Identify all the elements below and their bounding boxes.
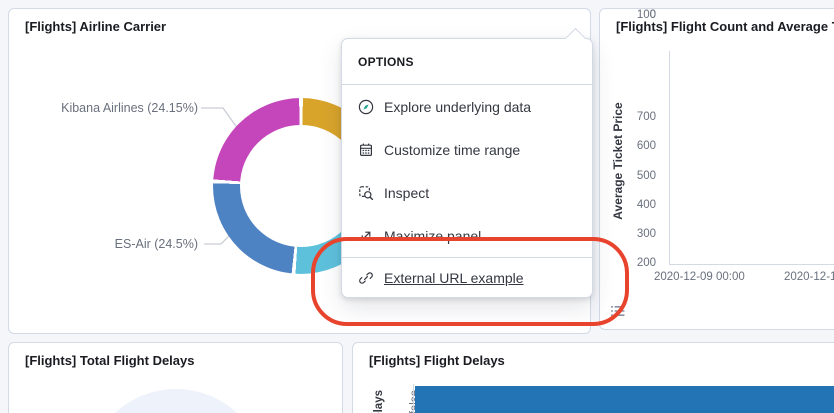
calendar-icon bbox=[358, 142, 374, 158]
menu-item-inspect[interactable]: Inspect bbox=[342, 171, 592, 214]
compass-icon bbox=[358, 99, 374, 115]
menu-divider bbox=[342, 257, 592, 258]
panel-title-airline-carrier[interactable]: [Flights] Airline Carrier bbox=[25, 19, 167, 34]
y-axis-line bbox=[669, 51, 670, 264]
bar-axis-line bbox=[413, 384, 414, 413]
x-tick: 2020-12-15 00:00 bbox=[784, 271, 834, 283]
y-tick: 100 bbox=[636, 9, 656, 21]
panel-flight-count: [Flights] Flight Count and Average Ticke… bbox=[599, 8, 834, 330]
gauge-arc bbox=[86, 389, 266, 413]
options-menu-header: OPTIONS bbox=[342, 39, 592, 85]
y-tick: 400 bbox=[636, 199, 656, 211]
link-icon bbox=[358, 270, 374, 286]
y-tick: 0 bbox=[649, 9, 656, 21]
menu-item-label: Inspect bbox=[384, 184, 430, 201]
y-tick: 700 bbox=[636, 111, 656, 123]
y-tick: 500 bbox=[636, 170, 656, 182]
y-tick: 600 bbox=[636, 140, 656, 152]
inspect-icon bbox=[358, 185, 374, 201]
panel-title-flight-delays[interactable]: [Flights] Flight Delays bbox=[369, 353, 505, 368]
menu-item-explore-underlying-data[interactable]: Explore underlying data bbox=[342, 85, 592, 128]
x-axis-line bbox=[669, 264, 834, 265]
panel-flight-delays: [Flights] Flight Delays Flight Delays fa… bbox=[352, 342, 834, 413]
menu-item-external-url-example[interactable]: External URL example bbox=[342, 258, 592, 297]
expand-icon bbox=[358, 228, 374, 244]
menu-item-label: External URL example bbox=[384, 269, 524, 286]
menu-item-label: Customize time range bbox=[384, 141, 521, 158]
y-tick: 200 bbox=[636, 257, 656, 269]
donut-label-kibana-airlines: Kibana Airlines (24.15%) bbox=[61, 101, 198, 115]
menu-item-label: Explore underlying data bbox=[384, 98, 532, 115]
y-tick: 300 bbox=[636, 228, 656, 240]
list-icon bbox=[611, 306, 625, 316]
bar-y-axis-title: Flight Delays bbox=[373, 390, 385, 413]
donut-label-es-air: ES-Air (24.5%) bbox=[114, 237, 198, 251]
menu-item-maximize-panel[interactable]: Maximize panel bbox=[342, 214, 592, 257]
panel-total-flight-delays: [Flights] Total Flight Delays bbox=[8, 342, 343, 413]
delay-bar[interactable] bbox=[415, 386, 834, 413]
legend-toggle-button[interactable] bbox=[610, 303, 628, 321]
menu-item-customize-time-range[interactable]: Customize time range bbox=[342, 128, 592, 171]
menu-item-label: Maximize panel bbox=[384, 227, 482, 244]
panel-title-flight-count[interactable]: [Flights] Flight Count and Average Ticke… bbox=[616, 19, 834, 34]
panel-options-menu: OPTIONS Explore underlying data Customi bbox=[341, 27, 593, 298]
panel-title-total-flight-delays[interactable]: [Flights] Total Flight Delays bbox=[25, 353, 195, 368]
x-tick: 2020-12-09 00:00 bbox=[654, 271, 745, 283]
